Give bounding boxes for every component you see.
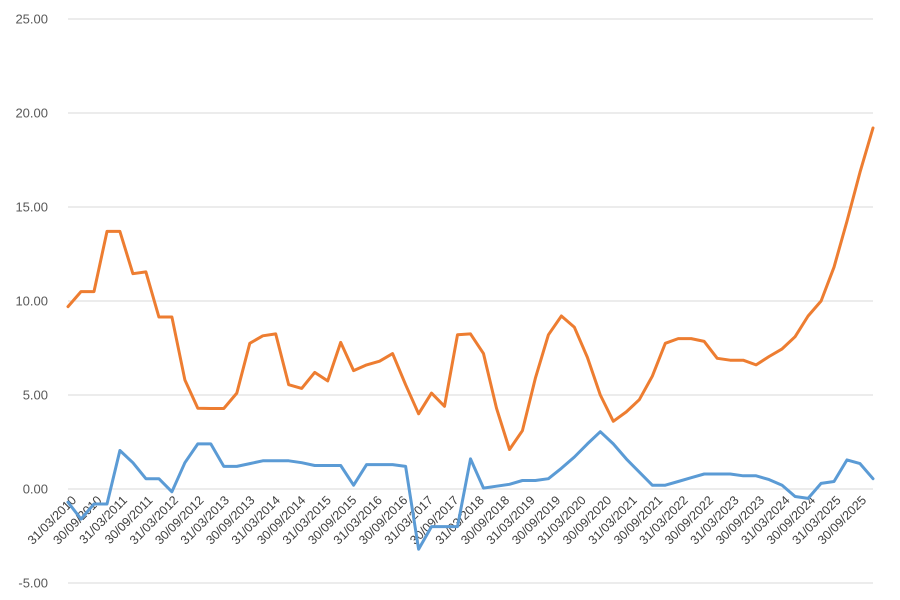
series-line-2 bbox=[66, 430, 875, 551]
y-tick-label: 25.00 bbox=[15, 12, 48, 27]
series-line-1 bbox=[66, 126, 875, 451]
y-tick-label: 20.00 bbox=[15, 106, 48, 121]
y-tick-label: 5.00 bbox=[23, 388, 48, 403]
y-tick-label: 0.00 bbox=[23, 482, 48, 497]
y-tick-label: -5.00 bbox=[18, 576, 48, 591]
y-tick-label: 10.00 bbox=[15, 294, 48, 309]
y-tick-label: 15.00 bbox=[15, 200, 48, 215]
series-lines bbox=[66, 126, 875, 551]
y-axis-tick-labels: 25.00 20.00 15.00 10.00 5.00 0.00 -5.00 bbox=[15, 12, 48, 591]
x-axis-tick-labels: 31/03/201030/09/201031/03/201130/09/2011… bbox=[25, 493, 869, 547]
gridlines bbox=[68, 18, 873, 584]
